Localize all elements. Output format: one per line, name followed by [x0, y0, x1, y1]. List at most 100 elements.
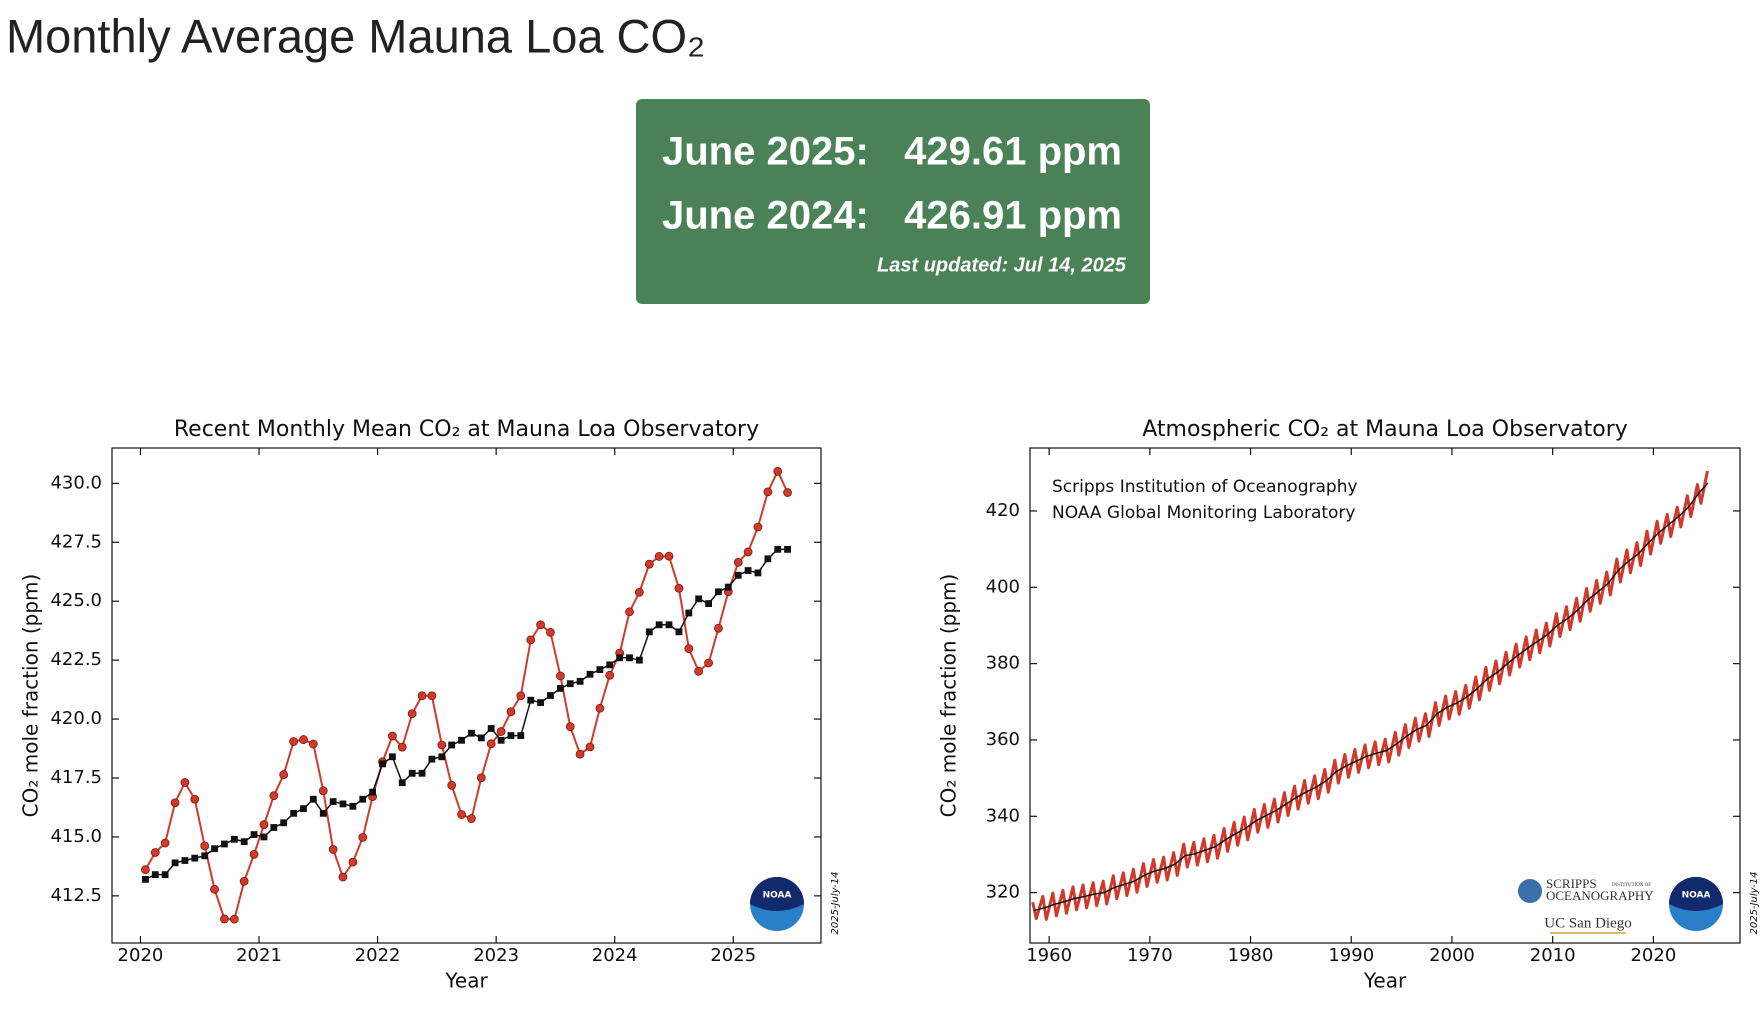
- data-point: [427, 691, 437, 701]
- data-point: [516, 691, 526, 701]
- data-point: [773, 466, 783, 476]
- data-point: [309, 795, 317, 803]
- data-point: [388, 753, 396, 761]
- data-point: [606, 661, 614, 669]
- data-point: [229, 914, 239, 924]
- data-point: [774, 545, 782, 553]
- data-point: [408, 769, 416, 777]
- x-tick-label: 2000: [1429, 945, 1475, 966]
- summary-value: 429.61 ppm: [904, 130, 1122, 174]
- data-point: [467, 814, 476, 823]
- data-point: [358, 833, 368, 842]
- data-point: [754, 569, 762, 577]
- noaa-logo-text: NOAA: [763, 891, 792, 901]
- data-point: [715, 588, 722, 596]
- x-tick-label: 1990: [1328, 945, 1374, 966]
- data-point: [289, 737, 299, 746]
- data-point: [566, 680, 574, 688]
- data-point: [704, 658, 714, 668]
- data-point: [359, 795, 367, 803]
- data-point: [428, 755, 436, 763]
- data-point: [200, 841, 210, 851]
- y-tick-label: 420.0: [50, 708, 102, 729]
- x-tick-label: 2024: [592, 945, 638, 966]
- data-point: [744, 567, 752, 574]
- data-point: [764, 555, 772, 563]
- data-point: [379, 760, 386, 768]
- data-point: [201, 852, 209, 860]
- data-point: [240, 838, 248, 846]
- data-point: [329, 798, 337, 805]
- x-tick-label: 2025: [710, 945, 756, 966]
- data-point: [664, 551, 674, 561]
- data-point: [576, 677, 584, 685]
- data-point: [161, 871, 169, 879]
- data-point: [645, 628, 653, 636]
- y-tick-label: 340: [986, 805, 1020, 826]
- data-point: [556, 671, 565, 681]
- date-stamp: 2025-July-14: [1749, 871, 1760, 934]
- plot-area: [1031, 470, 1709, 921]
- data-point: [190, 794, 200, 804]
- data-point: [397, 742, 407, 752]
- data-point: [142, 875, 149, 883]
- data-point: [249, 849, 259, 859]
- last-updated: Last updated: Jul 14, 2025: [877, 254, 1127, 276]
- data-point: [150, 848, 160, 857]
- data-point: [743, 547, 753, 557]
- data-point: [438, 753, 446, 761]
- y-tick-label: 320: [986, 882, 1020, 903]
- data-point: [655, 621, 663, 629]
- data-point: [487, 725, 495, 732]
- y-tick-label: 415.0: [50, 826, 102, 847]
- y-axis-label: CO₂ mole fraction (ppm): [19, 574, 43, 818]
- data-point: [694, 666, 704, 676]
- data-point: [684, 644, 694, 653]
- data-point: [250, 831, 258, 838]
- data-point: [507, 732, 515, 739]
- data-point: [290, 809, 298, 817]
- plot-frame: [1029, 447, 1741, 944]
- plot-frame: [111, 447, 822, 944]
- scripps-name: SCRIPPS: [1546, 876, 1597, 891]
- y-axis-label: CO₂ mole fraction (ppm): [937, 574, 961, 818]
- data-point: [506, 707, 516, 717]
- data-point: [160, 838, 170, 848]
- data-point: [733, 557, 743, 567]
- y-tick-label: 400: [986, 576, 1020, 597]
- data-point: [210, 884, 219, 894]
- y-tick-label: 412.5: [50, 885, 102, 906]
- scripps-globe: [1518, 879, 1542, 903]
- data-point: [616, 654, 624, 662]
- data-point: [605, 670, 615, 680]
- data-point: [458, 736, 465, 744]
- x-tick-label: 2020: [118, 945, 164, 966]
- data-point: [279, 770, 289, 780]
- data-point: [269, 791, 279, 801]
- y-tick-label: 417.5: [50, 767, 102, 788]
- data-point: [546, 627, 555, 637]
- annotation: Scripps Institution of Oceanography: [1052, 477, 1358, 497]
- data-point: [339, 800, 347, 808]
- data-point: [407, 709, 417, 719]
- data-point: [387, 731, 397, 741]
- data-point: [526, 635, 536, 645]
- data-point: [171, 859, 179, 867]
- data-point: [270, 824, 278, 831]
- data-point: [586, 670, 594, 678]
- data-point: [447, 780, 457, 790]
- y-tick-label: 360: [986, 729, 1020, 750]
- date-stamp: 2025-July-14: [830, 871, 841, 934]
- data-point: [338, 872, 348, 882]
- data-point: [644, 559, 654, 569]
- data-point: [565, 722, 575, 732]
- page-title: Monthly Average Mauna Loa CO₂: [6, 9, 705, 62]
- data-point: [300, 805, 307, 813]
- data-point: [180, 778, 190, 787]
- data-point: [626, 654, 633, 662]
- data-point: [230, 835, 238, 843]
- scripps-small: INSTITUTION OF: [1612, 883, 1651, 888]
- x-tick-label: 1980: [1228, 945, 1274, 966]
